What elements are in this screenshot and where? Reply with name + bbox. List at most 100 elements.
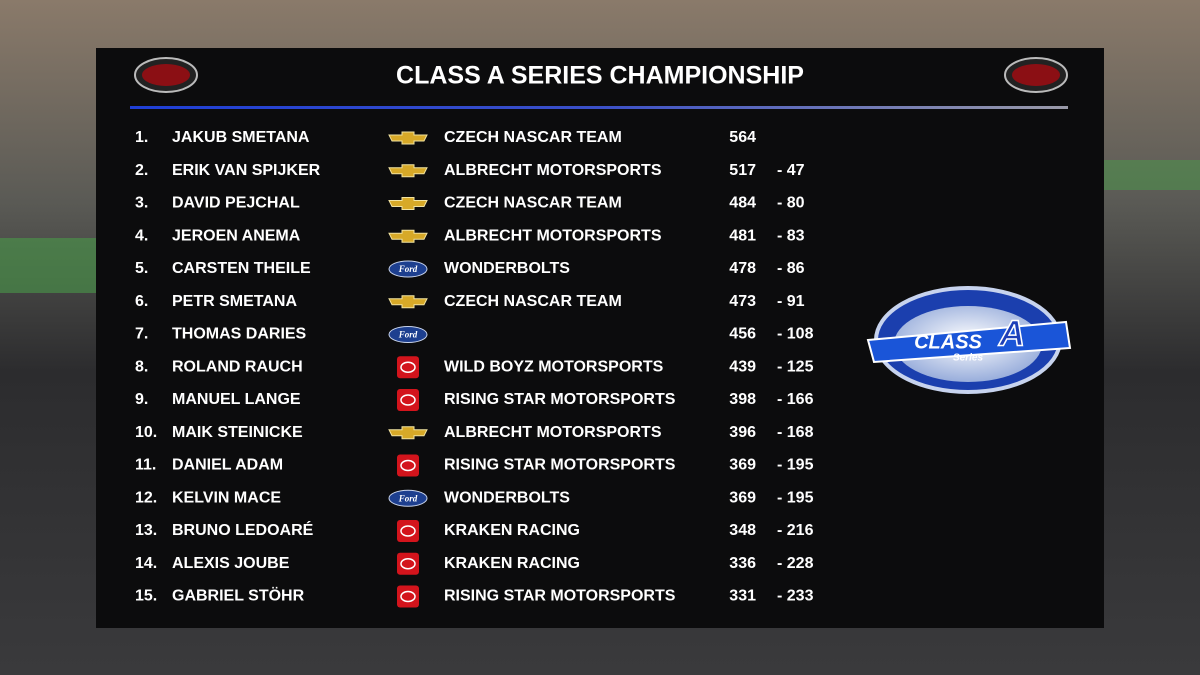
team: CZECH NASCAR TEAM	[444, 293, 622, 310]
badge-main: CLASS	[914, 331, 982, 353]
points: 369	[729, 489, 756, 506]
toyota-logo	[397, 356, 419, 379]
gap: - 233	[777, 588, 814, 605]
driver: MAIK STEINICKE	[172, 424, 303, 441]
position: 9.	[135, 391, 148, 408]
gap: - 216	[777, 522, 814, 539]
standings-row: 5. CARSTEN THEILE Ford WONDERBOLTS 478 - 86	[135, 260, 805, 278]
points: 336	[729, 555, 756, 572]
chevrolet-logo	[388, 426, 428, 440]
logo-right	[1004, 57, 1068, 93]
points: 369	[729, 457, 756, 474]
driver: ALEXIS JOUBE	[172, 555, 290, 572]
position: 12.	[135, 489, 157, 506]
team: RISING STAR MOTORSPORTS	[444, 588, 676, 605]
position: 11.	[135, 457, 156, 474]
standings-row: 4. JEROEN ANEMA ALBRECHT MOTORSPORTS 481 - 8…	[135, 227, 805, 244]
standings-row: 14. ALEXIS JOUBE KRAKEN RACING 336 - 228	[135, 552, 814, 575]
team: WONDERBOLTS	[444, 260, 570, 277]
ford-logo	[388, 260, 428, 278]
position: 4.	[135, 227, 148, 244]
standings-row: 1. JAKUB SMETANA CZECH NASCAR TEAM 564	[135, 129, 756, 146]
chevrolet-logo	[388, 295, 428, 309]
badge-sub: Series	[953, 353, 983, 364]
standings-row: 12. KELVIN MACE Ford WONDERBOLTS 369 - 195	[135, 489, 814, 507]
toyota-logo-ring	[400, 394, 416, 406]
position: 2.	[135, 162, 148, 179]
toyota-logo	[397, 585, 419, 608]
points: 439	[729, 358, 756, 375]
chevrolet-logo	[388, 229, 428, 243]
chevrolet-logo	[388, 164, 428, 178]
team: WONDERBOLTS	[444, 489, 570, 506]
points: 398	[729, 391, 756, 408]
toyota-logo-ring	[400, 525, 416, 537]
points: 478	[729, 260, 756, 277]
driver: KELVIN MACE	[172, 489, 281, 506]
background-wall	[1104, 160, 1200, 190]
standings-row: 7. THOMAS DARIES Ford 456 - 108	[135, 326, 814, 343]
points: 484	[729, 195, 756, 212]
position: 1.	[135, 129, 148, 146]
position: 7.	[135, 326, 148, 343]
toyota-logo	[397, 454, 419, 477]
standings-row: 3. DAVID PEJCHAL CZECH NASCAR TEAM 484 - 80	[135, 195, 805, 212]
position: 10.	[135, 424, 157, 441]
points: 564	[729, 129, 756, 146]
toyota-logo	[397, 520, 419, 542]
title: CLASS A SERIES CHAMPIONSHIP	[396, 62, 804, 90]
team: ALBRECHT MOTORSPORTS	[444, 424, 662, 441]
points: 396	[729, 424, 756, 441]
driver: JAKUB SMETANA	[172, 129, 310, 146]
position: 5.	[135, 260, 148, 277]
standings-row: 2. ERIK VAN SPIJKER ALBRECHT MOTORSPORTS 51…	[135, 162, 805, 179]
gap: - 91	[777, 293, 805, 310]
team: KRAKEN RACING	[444, 555, 580, 572]
toyota-logo-ring	[400, 558, 416, 570]
points: 456	[729, 326, 756, 343]
position: 13.	[135, 522, 157, 539]
driver: DAVID PEJCHAL	[172, 195, 300, 212]
standings-row: 11. DANIEL ADAM RISING STAR MOTORSPORTS 369…	[135, 454, 814, 477]
points: 348	[729, 522, 756, 539]
team: RISING STAR MOTORSPORTS	[444, 457, 676, 474]
driver: CARSTEN THEILE	[172, 260, 311, 277]
toyota-logo-ring	[400, 590, 416, 603]
background-wall	[0, 238, 96, 293]
standings-row: 9. MANUEL LANGE RISING STAR MOTORSPORTS 398…	[135, 389, 814, 411]
gap: - 83	[777, 227, 805, 244]
driver: PETR SMETANA	[172, 293, 297, 310]
driver: DANIEL ADAM	[172, 457, 283, 474]
team: ALBRECHT MOTORSPORTS	[444, 162, 662, 179]
standings-row: 6. PETR SMETANA CZECH NASCAR TEAM 473 - 91	[135, 293, 805, 310]
gap: - 195	[777, 489, 814, 506]
team: ALBRECHT MOTORSPORTS	[444, 227, 662, 244]
toyota-logo	[397, 389, 419, 411]
toyota-logo-ring	[400, 459, 416, 472]
chevrolet-logo	[388, 197, 428, 210]
driver: ROLAND RAUCH	[172, 358, 303, 375]
position: 6.	[135, 293, 148, 310]
gap: - 80	[777, 195, 805, 212]
ford-logo-text: Ford	[398, 264, 418, 274]
ford-logo-text: Ford	[398, 330, 418, 340]
driver: JEROEN ANEMA	[172, 227, 301, 244]
toyota-logo-ring	[400, 361, 416, 373]
standings-row: 15. GABRIEL STÖHR RISING STAR MOTORSPORTS 3…	[135, 585, 814, 608]
ford-logo	[388, 326, 428, 343]
position: 8.	[135, 358, 148, 375]
driver: MANUEL LANGE	[172, 391, 301, 408]
points: 517	[729, 162, 756, 179]
team: CZECH NASCAR TEAM	[444, 195, 622, 212]
team: RISING STAR MOTORSPORTS	[444, 391, 676, 408]
position: 14.	[135, 555, 157, 572]
points: 473	[729, 293, 756, 310]
gap: - 125	[777, 358, 814, 375]
team: WILD BOYZ MOTORSPORTS	[444, 358, 664, 375]
ford-logo	[388, 489, 428, 507]
position: 15.	[135, 588, 157, 605]
class-badge: CLASS A Series	[866, 286, 1072, 394]
team: CZECH NASCAR TEAM	[444, 129, 622, 146]
gap: - 195	[777, 457, 814, 474]
